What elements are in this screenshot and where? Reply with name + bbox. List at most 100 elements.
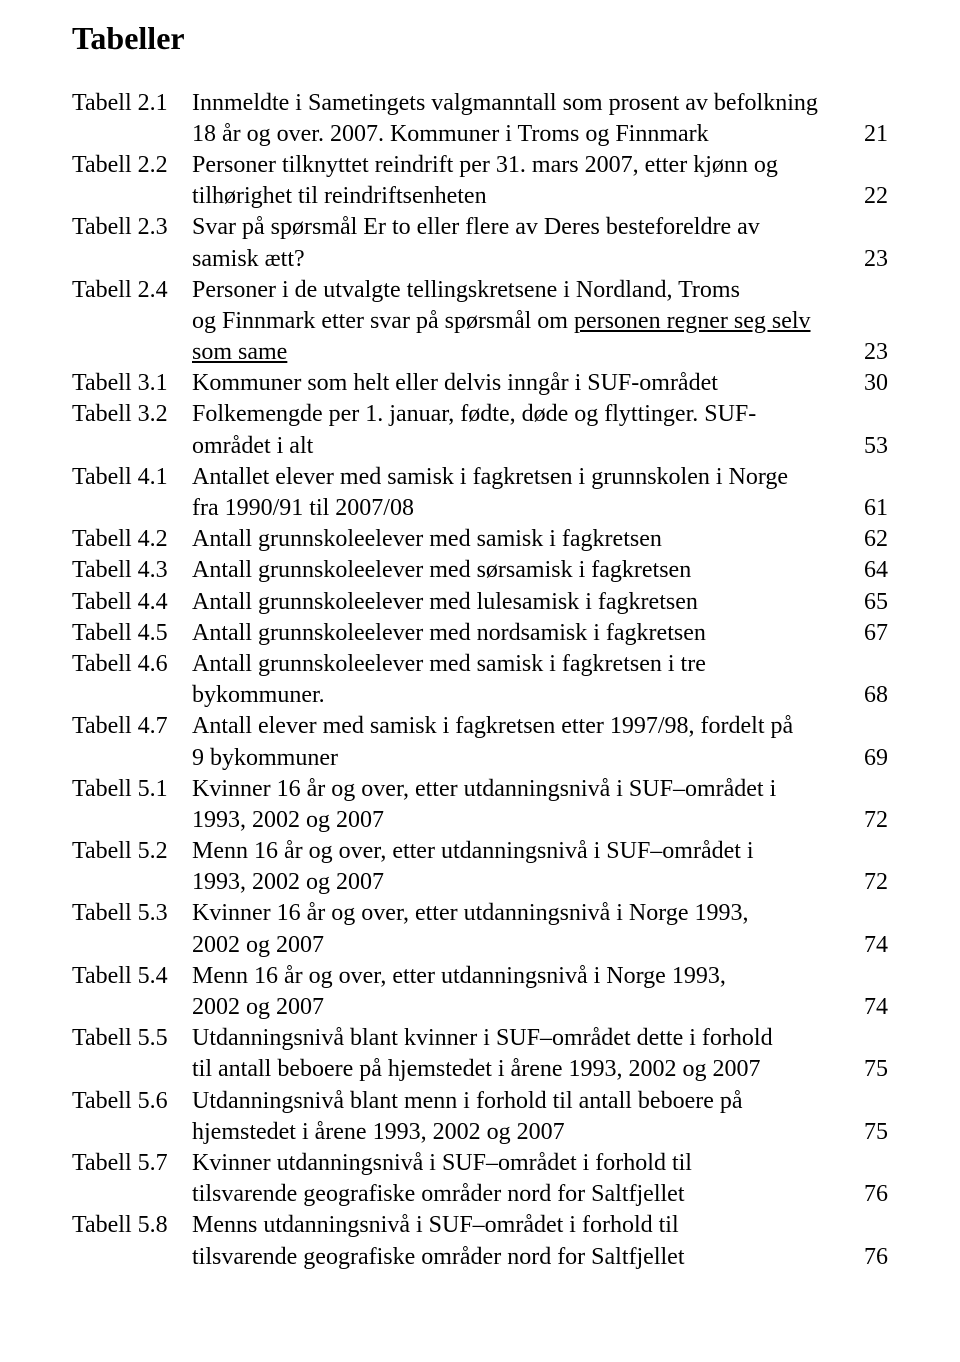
toc-entry: Tabell 4.3Antall grunnskoleelever med sø… [72, 555, 888, 586]
toc-entry-line: tilsvarende geografiske områder nord for… [192, 1179, 888, 1210]
toc-entry-page: 62 [852, 524, 888, 555]
toc-entry-desc: Kvinner 16 år og over, etter utdanningsn… [192, 898, 888, 960]
toc-entry-text: samisk ætt? [192, 244, 852, 275]
toc-entry-label: Tabell 4.6 [72, 649, 192, 680]
toc-entry-text: 1993, 2002 og 2007 [192, 805, 852, 836]
toc-entry-desc: Antallet elever med samisk i fagkretsen … [192, 462, 888, 524]
toc-entry-desc: Kvinner utdanningsnivå i SUF–området i f… [192, 1148, 888, 1210]
toc-entry-line: 18 år og over. 2007. Kommuner i Troms og… [192, 119, 888, 150]
toc-entry-line: Antall grunnskoleelever med lulesamisk i… [192, 587, 888, 618]
toc-entry-line: bykommuner.68 [192, 680, 888, 711]
toc-entry-text: 9 bykommuner [192, 743, 852, 774]
toc-entry-text: Antall grunnskoleelever med nordsamisk i… [192, 618, 852, 649]
toc-entry-page: 23 [852, 337, 888, 368]
toc-entry-line: 1993, 2002 og 200772 [192, 867, 888, 898]
toc-entry-page: 75 [852, 1117, 888, 1148]
page-title: Tabeller [72, 18, 888, 60]
toc-entry-page: 75 [852, 1054, 888, 1085]
toc-entry-page: 68 [852, 680, 888, 711]
toc-entry-desc: Antall grunnskoleelever med lulesamisk i… [192, 587, 888, 618]
toc-entry-desc: Antall elever med samisk i fagkretsen et… [192, 711, 888, 773]
toc-entry-text: Antall grunnskoleelever med samisk i fag… [192, 524, 852, 555]
toc-entry-label: Tabell 2.3 [72, 212, 192, 243]
toc-entry-page: 61 [852, 493, 888, 524]
toc-entry-label: Tabell 2.4 [72, 275, 192, 306]
toc-entry-desc: Kommuner som helt eller delvis inngår i … [192, 368, 888, 399]
toc-entry-line: Antall grunnskoleelever med samisk i fag… [192, 524, 888, 555]
toc-entry-line: samisk ætt?23 [192, 244, 888, 275]
toc-entry: Tabell 2.1Innmeldte i Sametingets valgma… [72, 88, 888, 150]
toc-entry-desc: Antall grunnskoleelever med samisk i fag… [192, 649, 888, 711]
toc-entry-text: til antall beboere på hjemstedet i årene… [192, 1054, 852, 1085]
toc-entry-desc: Menns utdanningsnivå i SUF–området i for… [192, 1210, 888, 1272]
toc-entry-text: Utdanningsnivå blant menn i forhold til … [192, 1086, 888, 1117]
toc-entry: Tabell 3.2Folkemengde per 1. januar, fød… [72, 399, 888, 461]
toc-entry-label: Tabell 4.7 [72, 711, 192, 742]
toc-entry-text: Antall grunnskoleelever med sørsamisk i … [192, 555, 852, 586]
toc-entry-desc: Folkemengde per 1. januar, fødte, døde o… [192, 399, 888, 461]
toc-entry-line: Antall grunnskoleelever med nordsamisk i… [192, 618, 888, 649]
toc-entry: Tabell 5.3Kvinner 16 år og over, etter u… [72, 898, 888, 960]
toc-entry-label: Tabell 5.6 [72, 1086, 192, 1117]
toc-entry-text: tilsvarende geografiske områder nord for… [192, 1179, 852, 1210]
toc-entry-desc: Innmeldte i Sametingets valgmanntall som… [192, 88, 888, 150]
toc-entry-text: Menn 16 år og over, etter utdanningsnivå… [192, 836, 888, 867]
toc-entry: Tabell 2.3Svar på spørsmål Er to eller f… [72, 212, 888, 274]
toc-entry-line: Antall grunnskoleelever med sørsamisk i … [192, 555, 888, 586]
toc-entry-label: Tabell 3.1 [72, 368, 192, 399]
toc-entry-text: 2002 og 2007 [192, 930, 852, 961]
toc-entry-text: Kvinner 16 år og over, etter utdanningsn… [192, 774, 888, 805]
toc-entry: Tabell 5.5Utdanningsnivå blant kvinner i… [72, 1023, 888, 1085]
toc-entry: Tabell 5.7Kvinner utdanningsnivå i SUF–o… [72, 1148, 888, 1210]
toc-entry-text: Antallet elever med samisk i fagkretsen … [192, 462, 888, 493]
toc-entry: Tabell 4.2Antall grunnskoleelever med sa… [72, 524, 888, 555]
toc-entry-page: 74 [852, 992, 888, 1023]
toc-entry-text: Menns utdanningsnivå i SUF–området i for… [192, 1210, 888, 1241]
toc-entry: Tabell 4.6Antall grunnskoleelever med sa… [72, 649, 888, 711]
toc-entry-label: Tabell 4.2 [72, 524, 192, 555]
toc-entry: Tabell 2.2Personer tilknyttet reindrift … [72, 150, 888, 212]
toc-entry-label: Tabell 5.8 [72, 1210, 192, 1241]
toc-entry-line: til antall beboere på hjemstedet i årene… [192, 1054, 888, 1085]
toc-entry-line: Kommuner som helt eller delvis inngår i … [192, 368, 888, 399]
toc-entry-text: Kommuner som helt eller delvis inngår i … [192, 368, 852, 399]
toc-entry-label: Tabell 4.5 [72, 618, 192, 649]
toc-entry-page: 72 [852, 867, 888, 898]
toc-entry-line: området i alt53 [192, 431, 888, 462]
toc-entry-line: 9 bykommuner69 [192, 743, 888, 774]
toc-entry-desc: Antall grunnskoleelever med nordsamisk i… [192, 618, 888, 649]
toc-entry-label: Tabell 5.7 [72, 1148, 192, 1179]
toc-entry-line: Menns utdanningsnivå i SUF–området i for… [192, 1210, 888, 1241]
toc-entry-page: 64 [852, 555, 888, 586]
toc-entry-desc: Menn 16 år og over, etter utdanningsnivå… [192, 961, 888, 1023]
toc-entry-text: Antall elever med samisk i fagkretsen et… [192, 711, 888, 742]
toc-entry-text: Utdanningsnivå blant kvinner i SUF–områd… [192, 1023, 888, 1054]
toc-entry-page: 23 [852, 244, 888, 275]
toc-entry-line: Menn 16 år og over, etter utdanningsnivå… [192, 961, 888, 992]
toc-entry-label: Tabell 5.3 [72, 898, 192, 929]
toc-entry-text: tilsvarende geografiske områder nord for… [192, 1242, 852, 1273]
toc-entry-text: og Finnmark etter svar på spørsmål om pe… [192, 306, 888, 337]
toc-entry-text: området i alt [192, 431, 852, 462]
toc-entry-page: 67 [852, 618, 888, 649]
toc-entry-line: Personer i de utvalgte tellingskretsene … [192, 275, 888, 306]
toc-entry-line: Folkemengde per 1. januar, fødte, døde o… [192, 399, 888, 430]
toc-entry-text: bykommuner. [192, 680, 852, 711]
toc-entry-line: Kvinner 16 år og over, etter utdanningsn… [192, 774, 888, 805]
toc-entry-text: Folkemengde per 1. januar, fødte, døde o… [192, 399, 888, 430]
toc-entry-desc: Personer tilknyttet reindrift per 31. ma… [192, 150, 888, 212]
toc-entry-line: Utdanningsnivå blant kvinner i SUF–områd… [192, 1023, 888, 1054]
toc-entry-page: 65 [852, 587, 888, 618]
toc-entry-text: tilhørighet til reindriftsenheten [192, 181, 852, 212]
toc-entry-page: 21 [852, 119, 888, 150]
toc-entry-line: Innmeldte i Sametingets valgmanntall som… [192, 88, 888, 119]
toc-entry-text: Antall grunnskoleelever med lulesamisk i… [192, 587, 852, 618]
toc-entry-line: Kvinner utdanningsnivå i SUF–området i f… [192, 1148, 888, 1179]
toc-entry-text: Kvinner 16 år og over, etter utdanningsn… [192, 898, 888, 929]
toc-entry-page: 30 [852, 368, 888, 399]
toc-entry-label: Tabell 5.4 [72, 961, 192, 992]
toc-entry-label: Tabell 5.1 [72, 774, 192, 805]
toc-entry-page: 72 [852, 805, 888, 836]
toc-entry-desc: Utdanningsnivå blant menn i forhold til … [192, 1086, 888, 1148]
toc-entry: Tabell 3.1Kommuner som helt eller delvis… [72, 368, 888, 399]
